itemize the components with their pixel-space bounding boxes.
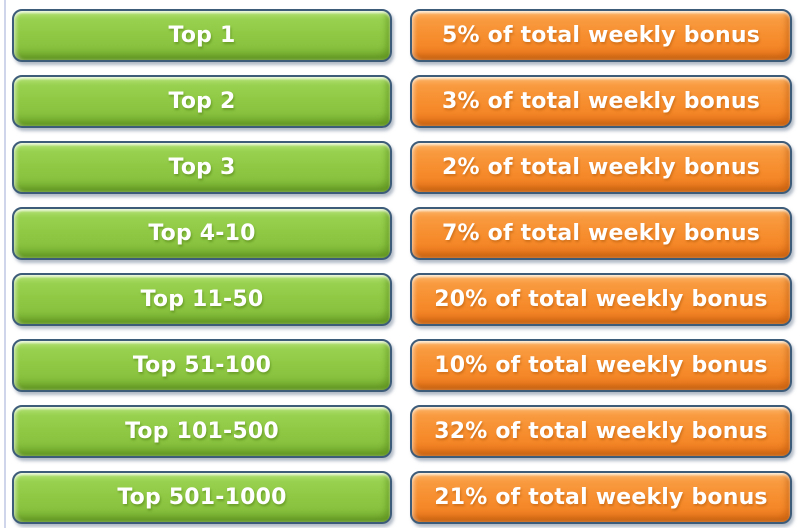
rank-button[interactable]: Top 101-500	[12, 405, 392, 458]
bonus-button[interactable]: 21% of total weekly bonus	[410, 471, 792, 524]
bonus-button[interactable]: 2% of total weekly bonus	[410, 141, 792, 194]
table-row: Top 501-1000 21% of total weekly bonus	[0, 471, 800, 524]
left-edge-divider	[4, 0, 6, 528]
bonus-button[interactable]: 7% of total weekly bonus	[410, 207, 792, 260]
rank-button[interactable]: Top 501-1000	[12, 471, 392, 524]
rank-button[interactable]: Top 4-10	[12, 207, 392, 260]
bonus-button[interactable]: 10% of total weekly bonus	[410, 339, 792, 392]
rank-button[interactable]: Top 3	[12, 141, 392, 194]
table-row: Top 51-100 10% of total weekly bonus	[0, 339, 800, 392]
table-row: Top 101-500 32% of total weekly bonus	[0, 405, 800, 458]
table-row: Top 11-50 20% of total weekly bonus	[0, 273, 800, 326]
table-row: Top 1 5% of total weekly bonus	[0, 9, 800, 62]
rank-button[interactable]: Top 2	[12, 75, 392, 128]
bonus-button[interactable]: 3% of total weekly bonus	[410, 75, 792, 128]
table-row: Top 2 3% of total weekly bonus	[0, 75, 800, 128]
tier-rows: Top 1 5% of total weekly bonus Top 2 3% …	[0, 9, 800, 524]
bonus-button[interactable]: 5% of total weekly bonus	[410, 9, 792, 62]
bonus-button[interactable]: 32% of total weekly bonus	[410, 405, 792, 458]
rank-button[interactable]: Top 11-50	[12, 273, 392, 326]
rank-button[interactable]: Top 51-100	[12, 339, 392, 392]
table-row: Top 4-10 7% of total weekly bonus	[0, 207, 800, 260]
rank-button[interactable]: Top 1	[12, 9, 392, 62]
table-row: Top 3 2% of total weekly bonus	[0, 141, 800, 194]
bonus-button[interactable]: 20% of total weekly bonus	[410, 273, 792, 326]
